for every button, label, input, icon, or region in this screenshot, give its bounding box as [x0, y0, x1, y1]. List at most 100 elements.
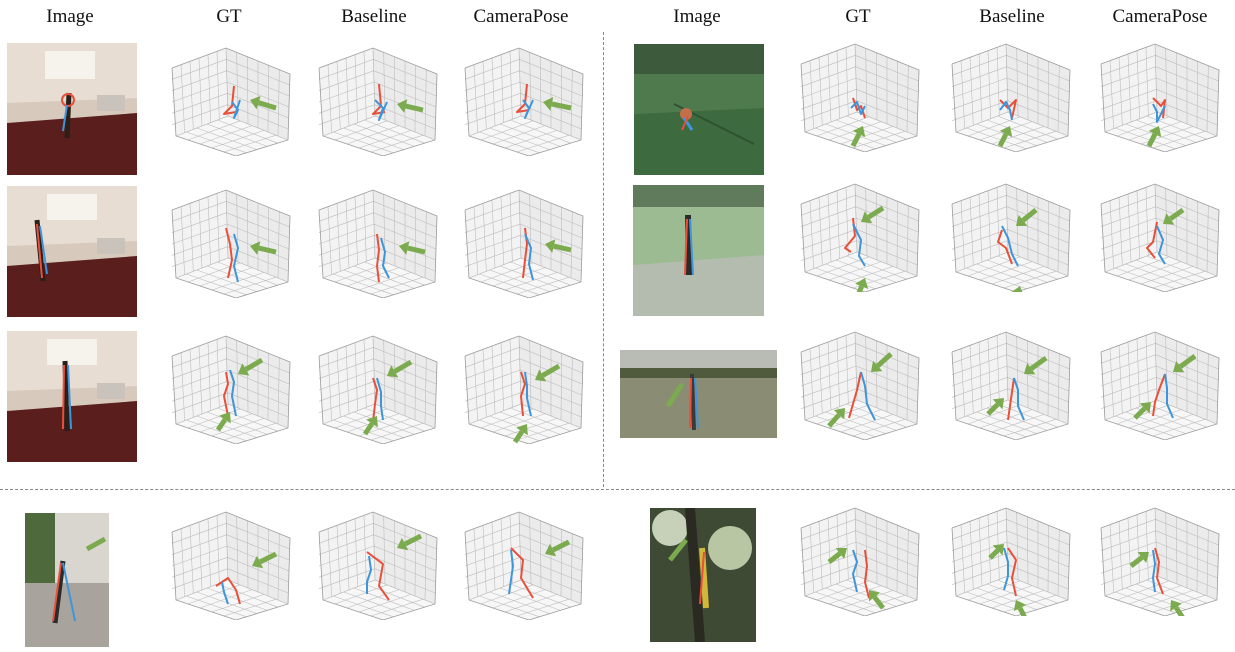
arrow-head [397, 99, 408, 113]
pose-plot [313, 44, 441, 161]
grid-line [800, 541, 857, 563]
skeleton-right-limbs [524, 233, 534, 281]
grid-line [318, 392, 375, 413]
grid-line [840, 590, 894, 609]
grid-line [991, 590, 1045, 609]
grid-line [800, 77, 857, 99]
pane-floor [1105, 252, 1217, 292]
arrow-head [1163, 213, 1175, 225]
arrow-shaft [512, 430, 525, 444]
grid-line [816, 116, 870, 137]
grid-line [479, 595, 540, 618]
grid-line [951, 553, 1008, 574]
grid-line [211, 594, 265, 613]
grid-line [334, 408, 388, 429]
skeleton-left-limbs [1007, 377, 1015, 421]
grid-line [358, 594, 412, 613]
grid-line [852, 130, 906, 149]
grid-line [951, 229, 1008, 250]
grid-line [489, 591, 550, 614]
grid-line [828, 585, 882, 605]
arrow-head [1148, 126, 1162, 138]
grid-line [516, 134, 570, 153]
arrow-head [219, 412, 231, 424]
skeleton-right-limbs [508, 549, 514, 595]
grid-line [816, 580, 870, 601]
grid-line [504, 594, 558, 613]
grid-line [1152, 270, 1206, 289]
arrow-shaft [541, 363, 561, 378]
header-baseline-right: Baseline [979, 6, 1045, 27]
grid-line [800, 365, 857, 387]
grid-line [846, 403, 907, 428]
pane-floor [956, 576, 1068, 616]
box-edge [372, 335, 376, 405]
arrow-shaft [988, 548, 1000, 560]
skeleton-right-limbs [852, 549, 858, 593]
skeleton-left-limbs [1007, 547, 1017, 597]
skeleton-left-limbs [864, 549, 870, 599]
pane-floor [176, 258, 288, 298]
pane-floor [323, 116, 435, 156]
grid-line [987, 190, 991, 259]
skeleton-left-limbs [223, 371, 229, 417]
grid-line [951, 365, 1008, 387]
grid-line [186, 273, 247, 296]
skeleton-left-limbs [1154, 547, 1164, 595]
grid-line [189, 525, 194, 594]
grid-line [491, 199, 496, 269]
skeleton-right-limbs [524, 371, 532, 417]
grid-line [510, 261, 571, 286]
grid-line [1100, 217, 1157, 239]
grid-line [464, 223, 521, 245]
pose-plot [946, 180, 1074, 307]
skeleton-right-limbs [380, 237, 390, 279]
grid-line [318, 568, 375, 589]
grid-line [815, 127, 876, 150]
grid-line [840, 266, 894, 285]
grid-line [333, 595, 394, 618]
skeleton-right-limbs [1152, 103, 1166, 123]
arrow-head [1016, 214, 1028, 226]
grid-line [464, 381, 521, 402]
grid-line [358, 130, 412, 149]
grid-line [464, 93, 521, 114]
grid-line [500, 342, 504, 411]
arrow-head [397, 537, 409, 551]
grid-line [364, 261, 425, 286]
grid-line [223, 422, 277, 441]
grid-line [500, 265, 561, 289]
grid-line [997, 579, 1058, 604]
grid-line [1115, 591, 1176, 614]
grid-line [1127, 341, 1132, 411]
grid-line [836, 119, 897, 143]
arrow-head [1024, 363, 1036, 375]
skeleton-right-limbs [231, 99, 241, 119]
grid-line [318, 93, 375, 114]
grid-line [815, 415, 876, 438]
arrow-head [1173, 361, 1185, 373]
skeleton-right-limbs [852, 223, 866, 267]
grid-line [370, 276, 424, 295]
arrow-head [1013, 600, 1027, 612]
grid-line [951, 217, 1008, 239]
grid-line [510, 583, 571, 608]
grid-line [199, 267, 253, 287]
grid-line [1146, 255, 1207, 280]
grid-line [196, 415, 257, 438]
header-image-right: Image [673, 6, 721, 27]
grid-line [346, 125, 400, 145]
grid-line [354, 411, 415, 435]
grid-line [1118, 521, 1123, 590]
grid-line [504, 418, 558, 437]
grid-line [346, 267, 400, 287]
grid-line [500, 518, 504, 587]
grid-line [825, 263, 886, 286]
grid-line [207, 587, 268, 611]
grid-line [987, 583, 1048, 607]
grid-line [1156, 240, 1218, 266]
pane-floor [956, 112, 1068, 152]
grid-line [856, 388, 918, 414]
grid-line [482, 203, 487, 272]
skeleton-left-limbs [1146, 221, 1158, 259]
